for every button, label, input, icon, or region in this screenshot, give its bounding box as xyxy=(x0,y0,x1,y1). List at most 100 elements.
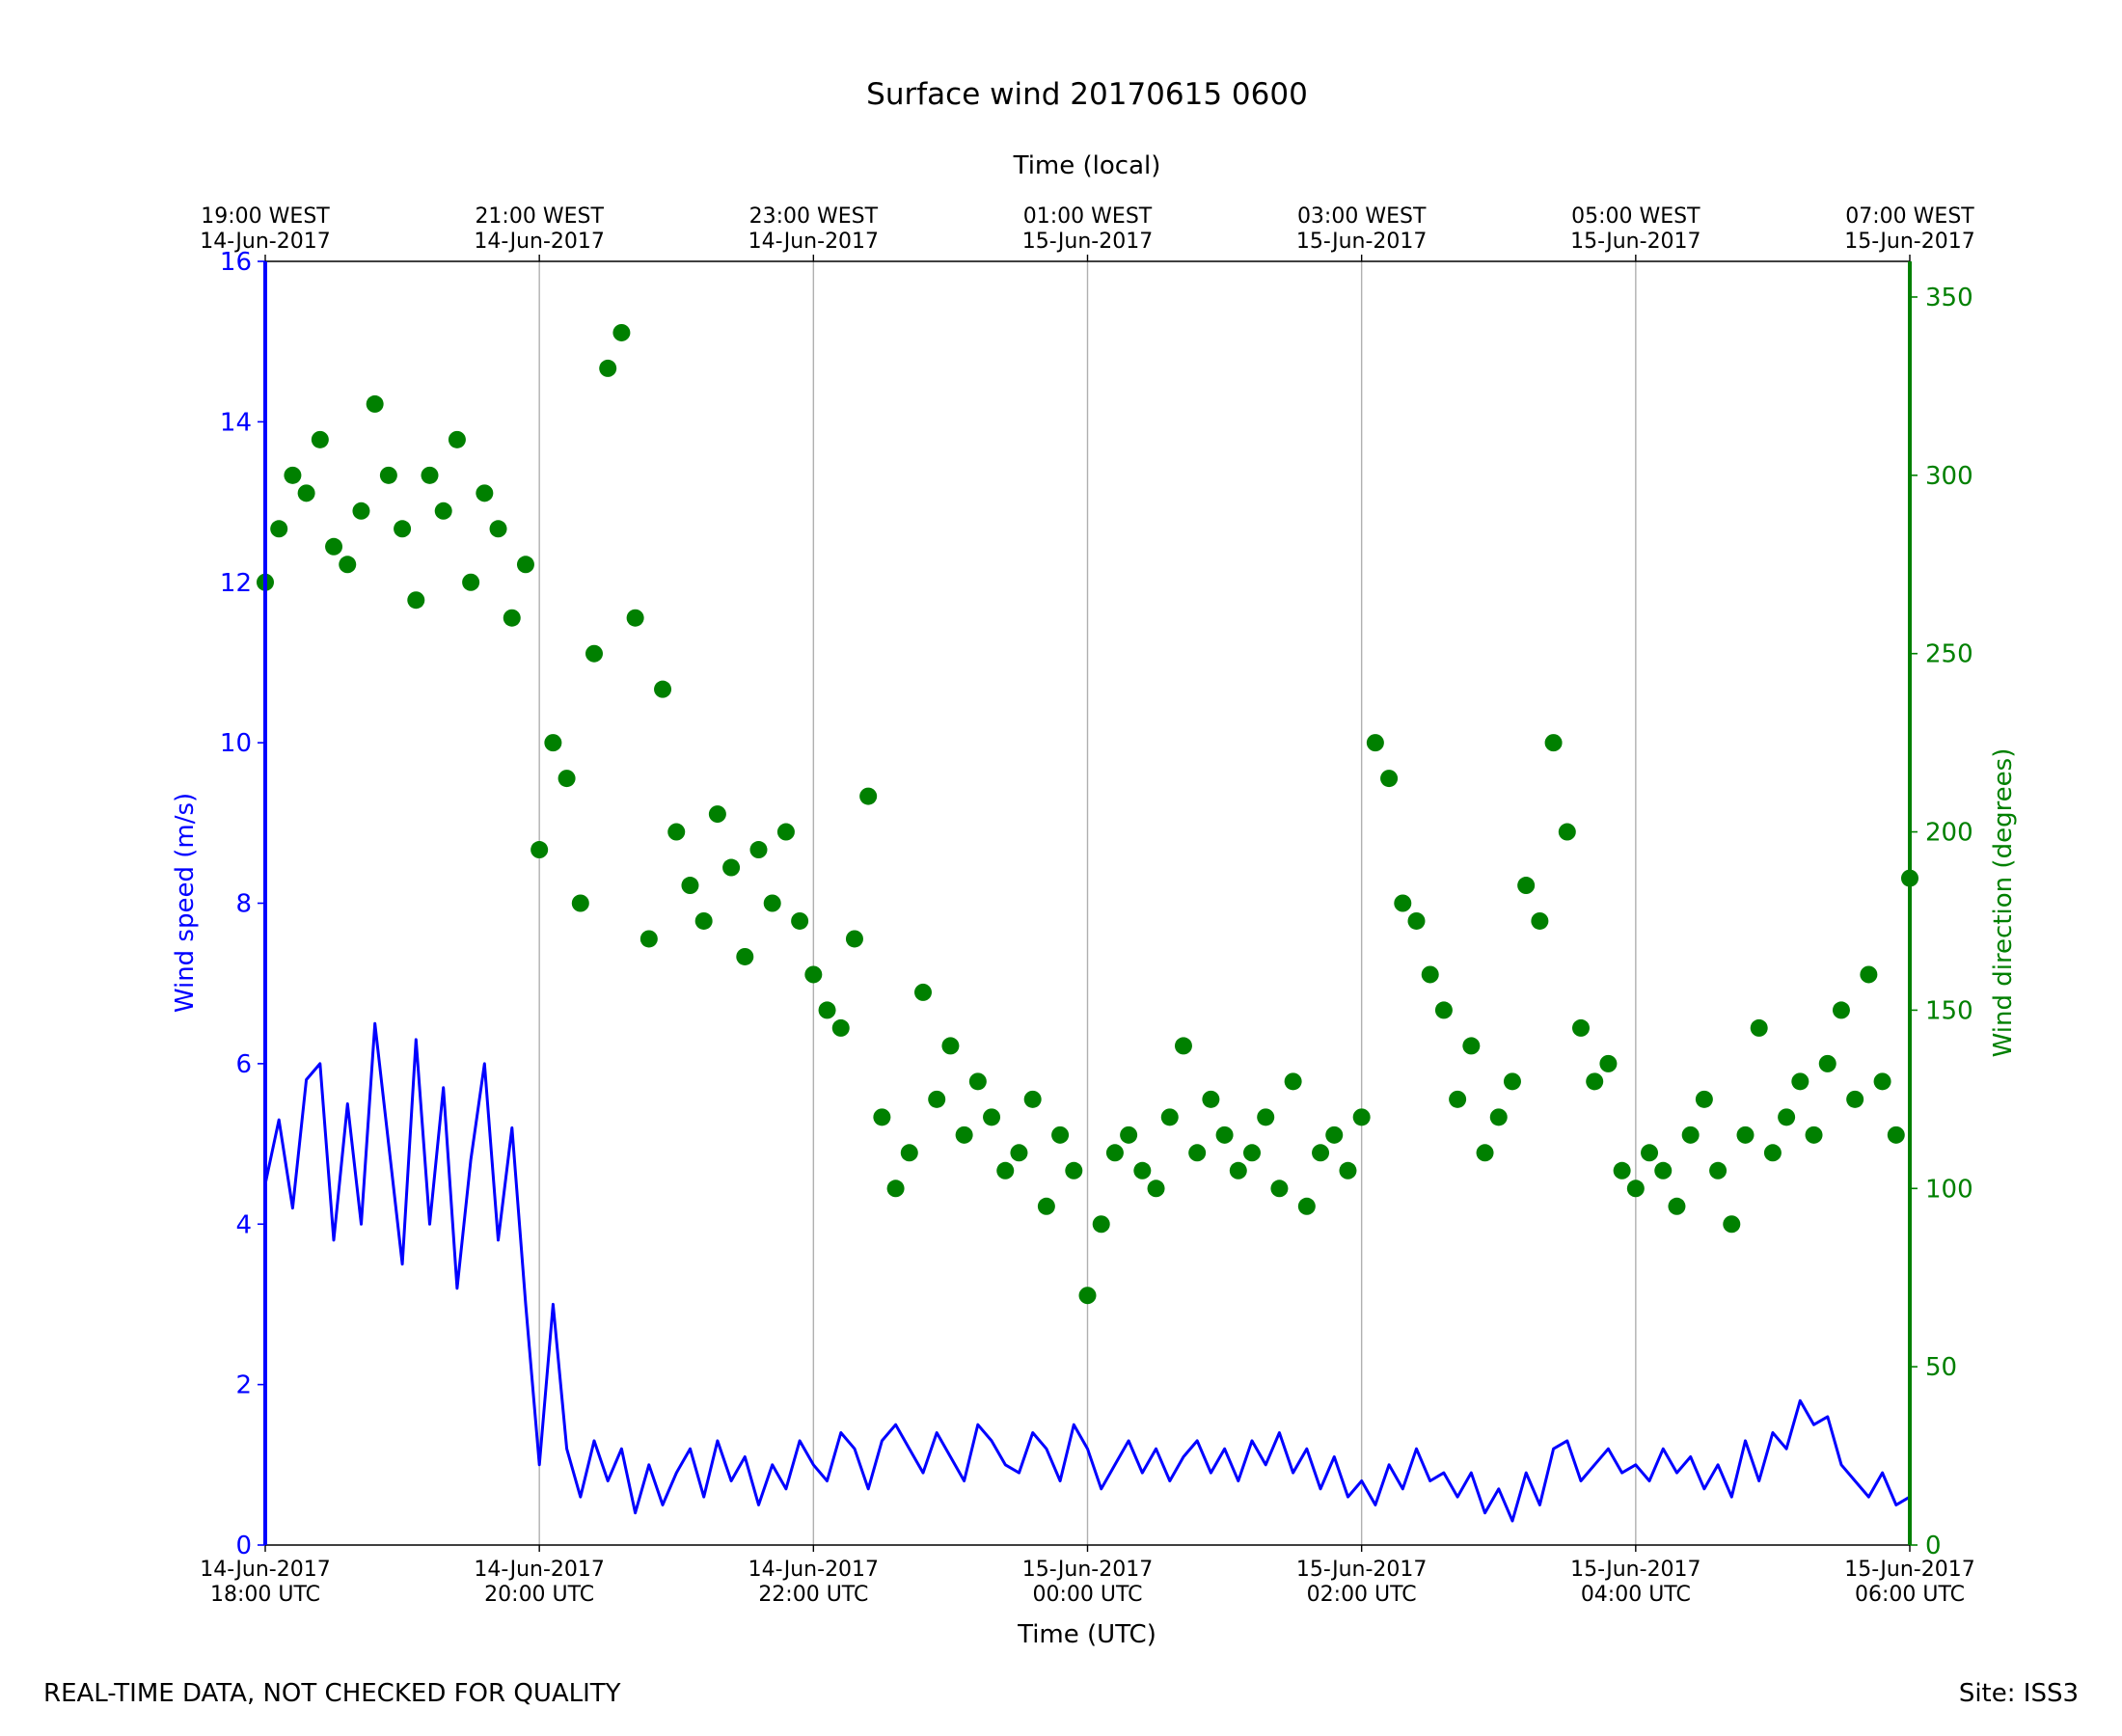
direction-point xyxy=(1887,1126,1905,1144)
direction-point xyxy=(1202,1090,1220,1108)
direction-point xyxy=(626,609,644,627)
x2-tick-label: 19:00 WEST xyxy=(201,204,330,229)
direction-point xyxy=(831,1018,850,1037)
x-tick-label: 15-Jun-2017 xyxy=(1296,1558,1427,1582)
footer-note: REAL-TIME DATA, NOT CHECKED FOR QUALITY xyxy=(43,1679,621,1708)
direction-point xyxy=(1352,1108,1371,1126)
x-tick-label: 15-Jun-2017 xyxy=(1844,1558,1974,1582)
direction-point xyxy=(1078,1287,1097,1305)
direction-point xyxy=(818,1001,836,1019)
direction-point xyxy=(448,430,466,448)
direction-point xyxy=(708,805,726,824)
direction-point xyxy=(1065,1161,1083,1180)
direction-point xyxy=(859,787,878,805)
x-tick-label: 15-Jun-2017 xyxy=(1570,1558,1700,1582)
direction-point xyxy=(1449,1090,1467,1108)
direction-point xyxy=(516,556,534,574)
direction-point xyxy=(1489,1108,1508,1126)
direction-point xyxy=(1270,1180,1289,1198)
y2-tick-label: 50 xyxy=(1925,1353,1957,1382)
y-tick-label: 0 xyxy=(235,1532,252,1560)
y2-axis-label: Wind direction (degrees) xyxy=(1989,748,2018,1058)
direction-point xyxy=(1613,1161,1631,1180)
y-tick-label: 2 xyxy=(235,1371,252,1400)
y2-tick-label: 350 xyxy=(1925,284,1973,312)
y2-tick-label: 150 xyxy=(1925,996,1973,1025)
direction-point xyxy=(639,930,658,948)
direction-point xyxy=(1860,965,1878,984)
y-tick-label: 10 xyxy=(220,729,252,758)
direction-point xyxy=(284,466,302,484)
direction-point xyxy=(1531,911,1549,930)
direction-point xyxy=(1215,1126,1234,1144)
direction-point xyxy=(1763,1144,1782,1162)
direction-point xyxy=(1160,1108,1179,1126)
direction-point xyxy=(1832,1001,1850,1019)
direction-point xyxy=(421,466,439,484)
direction-point xyxy=(270,520,288,538)
y-tick-label: 16 xyxy=(220,248,252,277)
direction-point xyxy=(1325,1126,1344,1144)
direction-point xyxy=(1805,1126,1823,1144)
direction-point xyxy=(1312,1144,1330,1162)
direction-point xyxy=(749,841,768,859)
direction-point xyxy=(1558,823,1576,841)
direction-point xyxy=(462,573,480,591)
x-tick-label: 06:00 UTC xyxy=(1855,1583,1965,1607)
direction-point xyxy=(434,502,452,520)
y-tick-label: 4 xyxy=(235,1210,252,1239)
direction-point xyxy=(1229,1161,1247,1180)
x2-axis-label: Time (local) xyxy=(1013,151,1161,180)
direction-point xyxy=(845,930,863,948)
direction-point xyxy=(1407,911,1426,930)
direction-point xyxy=(1105,1144,1124,1162)
direction-point xyxy=(1133,1161,1152,1180)
x2-tick-label: 03:00 WEST xyxy=(1297,204,1427,229)
direction-point xyxy=(297,484,315,502)
x2-tick-label: 23:00 WEST xyxy=(749,204,879,229)
x2-tick-label: 05:00 WEST xyxy=(1571,204,1700,229)
direction-point xyxy=(900,1144,918,1162)
direction-point xyxy=(1599,1054,1618,1072)
direction-point xyxy=(763,894,781,912)
direction-point xyxy=(612,323,631,341)
direction-point xyxy=(1434,1001,1453,1019)
direction-point xyxy=(1517,877,1536,895)
y-tick-label: 12 xyxy=(220,569,252,598)
direction-point xyxy=(1243,1144,1261,1162)
site-label: Site: ISS3 xyxy=(1959,1679,2079,1708)
direction-point xyxy=(1037,1197,1055,1215)
x2-tick-label: 14-Jun-2017 xyxy=(748,230,879,254)
direction-point xyxy=(941,1037,960,1055)
direction-point xyxy=(571,894,589,912)
x2-tick-label: 15-Jun-2017 xyxy=(1570,230,1700,254)
direction-point xyxy=(873,1108,891,1126)
y-tick-label: 14 xyxy=(220,408,252,437)
x2-tick-label: 15-Jun-2017 xyxy=(1022,230,1153,254)
y2-tick-label: 0 xyxy=(1925,1532,1942,1560)
direction-point xyxy=(1339,1161,1357,1180)
x-tick-label: 20:00 UTC xyxy=(484,1583,594,1607)
direction-point xyxy=(407,591,425,610)
direction-point xyxy=(1681,1126,1700,1144)
y2-tick-label: 250 xyxy=(1925,640,1973,669)
direction-point xyxy=(1462,1037,1481,1055)
direction-point xyxy=(914,983,932,1001)
x-tick-label: 15-Jun-2017 xyxy=(1022,1558,1153,1582)
direction-point xyxy=(1421,965,1439,984)
direction-point xyxy=(1736,1126,1755,1144)
y-tick-label: 8 xyxy=(235,890,252,919)
direction-point xyxy=(558,770,576,788)
x2-tick-label: 07:00 WEST xyxy=(1845,204,1974,229)
direction-point xyxy=(1380,770,1399,788)
direction-point xyxy=(1023,1090,1042,1108)
direction-point xyxy=(530,841,549,859)
direction-point xyxy=(1654,1161,1673,1180)
direction-point xyxy=(1147,1180,1165,1198)
direction-point xyxy=(1626,1180,1645,1198)
direction-point xyxy=(599,359,617,377)
direction-point xyxy=(1641,1144,1659,1162)
direction-point xyxy=(1709,1161,1728,1180)
direction-point xyxy=(394,520,412,538)
direction-point xyxy=(968,1072,987,1091)
